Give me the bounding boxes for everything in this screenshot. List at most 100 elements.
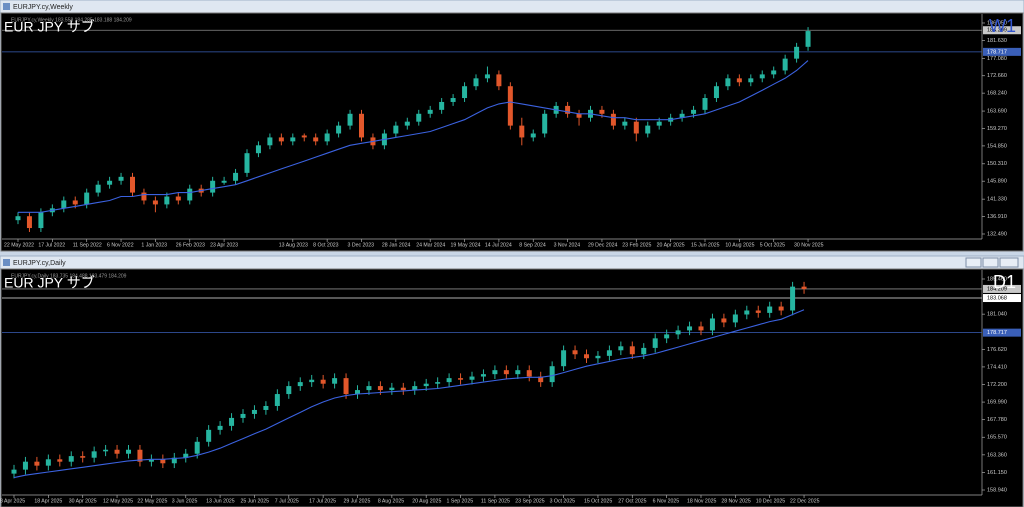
candle-body: [148, 459, 154, 462]
candle-body: [526, 370, 532, 377]
x-tick-label: 5 Oct 2025: [760, 242, 785, 248]
candle-body: [22, 461, 28, 470]
minimize-button[interactable]: [965, 257, 982, 268]
candle-body: [107, 180, 113, 185]
timeframe-label: D1: [993, 272, 1016, 292]
price-box-label: 184.209: [987, 28, 1007, 34]
candle-body: [572, 350, 578, 355]
candle-body: [542, 113, 548, 134]
candle-body: [679, 113, 685, 118]
candle-body: [171, 457, 177, 464]
candle-body: [126, 449, 131, 454]
title-bar: [0, 0, 1024, 14]
candle-body: [771, 70, 777, 75]
y-tick-label: 181.040: [987, 312, 1007, 318]
candle-body: [26, 216, 32, 229]
window-controls: [965, 257, 1019, 268]
y-tick-label: 161.150: [987, 470, 1007, 476]
candle-body: [244, 153, 250, 173]
y-tick-label: 185.460: [987, 276, 1007, 282]
candle-body: [45, 459, 51, 466]
price-box-label: 178.717: [987, 49, 1007, 55]
candle-body: [618, 346, 624, 351]
candle-body: [68, 456, 74, 462]
candle-body: [84, 192, 90, 205]
chart-area: [0, 12, 1024, 252]
candle-body: [675, 330, 681, 335]
candle-body: [691, 109, 697, 114]
x-tick-label: 3 Oct 2025: [550, 498, 575, 504]
x-tick-label: 15 Jun 2025: [691, 242, 720, 248]
candle-body: [137, 449, 143, 462]
candle-body: [347, 113, 353, 126]
close-button[interactable]: [999, 257, 1019, 268]
x-tick-label: 3 Dec 2023: [348, 242, 375, 248]
window-icon: [3, 259, 10, 266]
candle-body: [473, 78, 479, 87]
candle-body: [187, 188, 193, 201]
x-tick-label: 17 Jul 2025: [309, 498, 336, 504]
candle-body: [530, 133, 536, 138]
x-tick-label: 23 Apr 2023: [210, 242, 238, 248]
x-tick-label: 15 Oct 2025: [584, 498, 612, 504]
moving-average: [18, 60, 809, 213]
candle-body: [355, 390, 360, 395]
x-tick-label: 27 Oct 2025: [618, 498, 646, 504]
candle-body: [664, 334, 670, 339]
x-tick-label: 11 Sep 2025: [481, 498, 510, 504]
x-tick-label: 18 Apr 2025: [34, 498, 62, 504]
candle-body: [450, 98, 456, 102]
price-box: [983, 294, 1021, 303]
candle-body: [194, 441, 200, 454]
x-tick-label: 7 Jul 2025: [275, 498, 299, 504]
moving-average: [13, 309, 805, 479]
candle-body: [320, 379, 326, 384]
x-tick-label: 18 Nov 2025: [687, 498, 717, 504]
candle-body: [229, 417, 235, 426]
candle-body: [778, 306, 784, 311]
x-tick-label: 8 Sep 2024: [519, 242, 546, 248]
candle-body: [118, 176, 124, 181]
symbol-label: EUR JPY サブ: [4, 19, 95, 35]
candle-body: [61, 200, 67, 209]
candle-body: [515, 370, 521, 375]
candle-body: [606, 350, 612, 356]
y-tick-label: 158.940: [987, 487, 1007, 493]
chart-area: [0, 268, 1024, 507]
y-tick-label: 177.080: [987, 56, 1007, 62]
candle-body: [251, 409, 257, 414]
candle-body: [290, 137, 296, 142]
candle-body: [480, 374, 486, 377]
candle-body: [767, 306, 773, 313]
candle-body: [794, 46, 800, 59]
x-tick-label: 23 Feb 2025: [622, 242, 651, 248]
title-bar: [0, 255, 1024, 270]
y-tick-label: 145.890: [987, 179, 1007, 185]
x-tick-label: 3 Jun 2025: [172, 498, 198, 504]
candle-body: [175, 196, 181, 201]
candle-body: [206, 429, 212, 442]
x-tick-label: 6 Nov 2025: [653, 498, 680, 504]
x-tick-label: 24 Mar 2024: [416, 242, 445, 248]
candle-body: [332, 378, 338, 384]
candle-body: [645, 125, 651, 134]
window-title: EURJPY.cy,Weekly: [13, 4, 73, 11]
candle-body: [377, 386, 383, 391]
y-tick-label: 141.330: [987, 197, 1007, 203]
candle-body: [469, 376, 475, 380]
candle-body: [503, 370, 509, 375]
x-tick-label: 10 Aug 2025: [725, 242, 754, 248]
candle-body: [324, 133, 330, 142]
candle-body: [286, 386, 292, 395]
candle-body: [217, 425, 223, 430]
candle-body: [538, 376, 544, 383]
candle-body: [309, 379, 315, 383]
candle-body: [565, 105, 571, 114]
candle-body: [687, 326, 693, 331]
maximize-button[interactable]: [982, 257, 999, 268]
candle-body: [435, 382, 441, 384]
candle-body: [210, 180, 216, 193]
candle-body: [790, 286, 796, 311]
candle-body: [404, 121, 410, 126]
candle-body: [91, 451, 97, 458]
